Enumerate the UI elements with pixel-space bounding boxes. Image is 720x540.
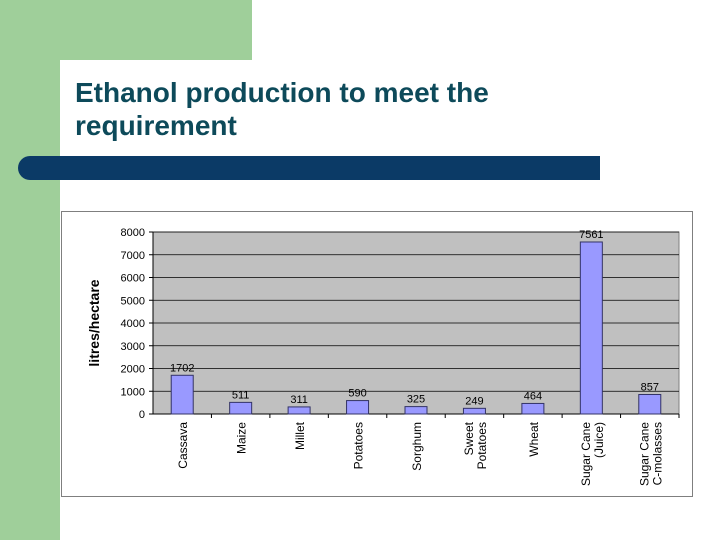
bar [579, 241, 603, 415]
left-accent-band [0, 0, 60, 540]
bar-chart: 0 1000 2000 3000 4000 5000 6000 7000 8000 litres/… [86, 227, 680, 486]
x-category-label: Maize [235, 422, 249, 454]
data-label: 511 [232, 389, 250, 401]
x-category-label: Sorghum [410, 422, 424, 471]
slide-title: Ethanol production to meet the requireme… [75, 77, 489, 141]
y-tick-label: 6000 [121, 273, 145, 285]
x-category-label: Sugar Cane [637, 422, 651, 486]
y-tick-label: 0 [139, 409, 145, 421]
y-tick-label: 5000 [121, 295, 145, 307]
y-tick-label: 7000 [121, 250, 145, 262]
x-category-label: Potatoes [352, 422, 366, 469]
x-category-label: Millet [293, 421, 307, 450]
x-category-label: Sweet [462, 421, 476, 455]
bar [521, 402, 545, 415]
bar [638, 394, 662, 415]
x-category-label: Wheat [527, 421, 541, 456]
title-underline-bar [18, 156, 600, 180]
bar [287, 406, 311, 415]
bar [346, 400, 370, 415]
data-label: 325 [407, 394, 425, 406]
bar [229, 401, 253, 415]
x-category-label: Sugar Cane [579, 422, 593, 486]
data-label: 857 [641, 382, 659, 394]
top-accent-block [60, 0, 252, 60]
x-category-label: Potatoes [475, 422, 489, 469]
data-label: 7561 [579, 229, 603, 241]
y-tick-label: 2000 [121, 364, 145, 376]
x-category-label: Cassava [176, 422, 190, 469]
data-label: 1702 [170, 362, 194, 374]
bar [462, 407, 486, 415]
data-label: 464 [524, 390, 542, 402]
y-tick-label: 3000 [121, 341, 145, 353]
bar [170, 374, 194, 415]
data-label: 590 [348, 388, 366, 400]
data-label: 249 [465, 395, 483, 407]
y-tick-label: 8000 [121, 227, 145, 239]
data-label: 311 [290, 394, 308, 406]
y-tick-label: 4000 [121, 318, 145, 330]
y-axis-label: litres/hectare [86, 279, 102, 366]
y-tick-label: 1000 [121, 386, 145, 398]
bar [404, 406, 428, 415]
x-category-label: C-molasses [650, 422, 664, 485]
x-category-label: (Juice) [592, 422, 606, 458]
chart-frame: 0 1000 2000 3000 4000 5000 6000 7000 8000 litres/… [61, 211, 693, 497]
